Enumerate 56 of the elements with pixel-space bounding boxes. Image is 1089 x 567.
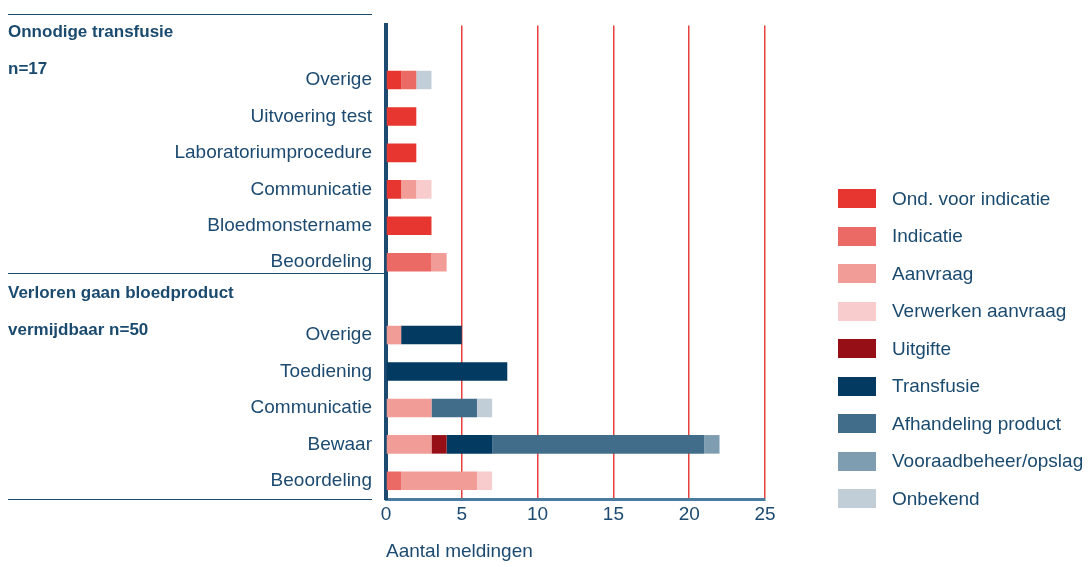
x-tick-label: 20 <box>678 502 700 524</box>
bar <box>386 398 432 418</box>
y-tick-label: Communicatie <box>250 396 372 418</box>
bar <box>401 325 462 345</box>
y-tick-label: Beoordeling <box>270 469 372 491</box>
legend-label: Vooraadbeheer/opslag <box>892 450 1084 473</box>
y-tick-label: Overige <box>305 68 372 90</box>
legend-label: Ond. voor indicatie <box>892 187 1051 210</box>
text: n=17 <box>8 58 48 79</box>
bar <box>386 362 508 381</box>
bar <box>416 180 432 199</box>
bar <box>446 435 493 454</box>
bar <box>492 435 705 454</box>
text: Onnodige transfusie <box>8 21 174 42</box>
bar <box>431 398 477 418</box>
legend-label: Indicatie <box>892 225 963 248</box>
x-axis-title: Aantal meldingen <box>386 539 533 561</box>
y-tick-label: Overige <box>305 323 372 345</box>
y-tick-label: Communicatie <box>250 177 372 199</box>
bar <box>386 216 432 236</box>
bar <box>386 143 417 163</box>
bar <box>401 180 417 199</box>
bar <box>386 325 402 345</box>
legend-label: Onbekend <box>892 487 980 510</box>
x-tick-label: 0 <box>380 502 392 524</box>
x-tick-label: 10 <box>527 502 549 524</box>
y-tick-label: Bewaar <box>307 432 373 454</box>
bar <box>386 70 402 90</box>
bar <box>416 70 432 90</box>
legend-label: Transfusie <box>892 375 980 398</box>
x-tick-label: 5 <box>456 502 468 524</box>
y-tick-label: Toediening <box>280 359 372 381</box>
bar <box>704 435 720 454</box>
bar <box>386 435 432 454</box>
y-tick-label: Uitvoering test <box>250 104 373 126</box>
x-tick-label: 15 <box>602 502 624 524</box>
legend-label: Uitgifte <box>892 337 952 360</box>
bar <box>431 435 447 454</box>
legend-label: Aanvraag <box>892 262 974 285</box>
x-tick-label: 25 <box>754 502 776 524</box>
y-tick-label: Bloedmonstername <box>207 214 372 235</box>
y-tick-label: Beoordeling <box>270 250 372 272</box>
y-tick-label: Laboratoriumprocedure <box>174 141 372 163</box>
bar <box>386 471 402 491</box>
bar <box>401 70 417 90</box>
text: vermijdbaar n=50 <box>8 320 149 341</box>
legend-label: Verwerken aanvraag <box>892 300 1067 323</box>
bar <box>431 252 447 272</box>
text: Verloren gaan bloedproduct <box>8 282 234 303</box>
bar <box>476 471 493 491</box>
bar <box>386 252 432 272</box>
bar <box>401 471 477 491</box>
bar <box>386 107 417 126</box>
bar <box>386 180 402 199</box>
legend-label: Afhandeling product <box>892 412 1062 435</box>
bar <box>476 398 493 418</box>
